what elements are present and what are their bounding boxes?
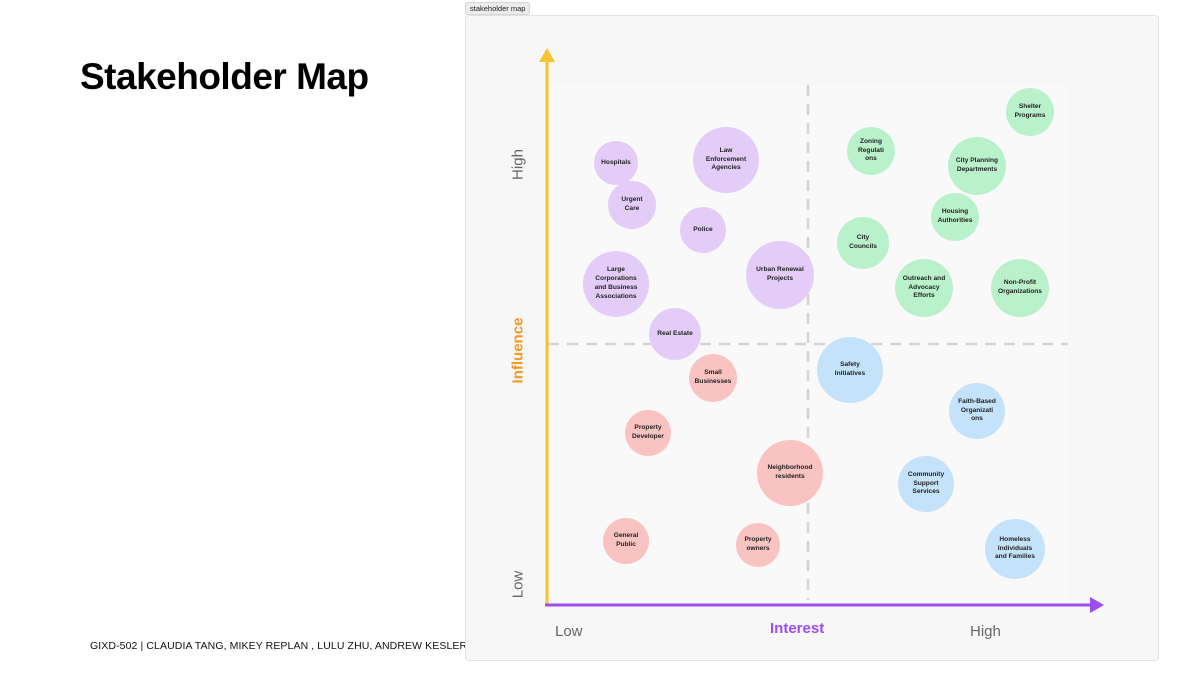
stakeholder-bubble-hospitals[interactable]: Hospitals bbox=[594, 141, 638, 185]
stakeholder-bubble-housing-authorities[interactable]: Housing Authorities bbox=[931, 193, 979, 241]
stakeholder-bubble-neighborhood-residents[interactable]: Neighborhood residents bbox=[757, 440, 823, 506]
stakeholder-bubble-large-corporations[interactable]: Large Corporations and Business Associat… bbox=[583, 251, 649, 317]
stakeholder-label: Homeless Individuals and Families bbox=[995, 535, 1035, 561]
stakeholder-bubble-property-owners[interactable]: Property owners bbox=[736, 523, 780, 567]
stakeholder-bubble-safety-initiatives[interactable]: Safety Initiatives bbox=[817, 337, 883, 403]
stakeholder-bubble-police[interactable]: Police bbox=[680, 207, 726, 253]
stakeholder-label: City Councils bbox=[849, 234, 877, 250]
stakeholder-bubble-urgent-care[interactable]: Urgent Care bbox=[608, 181, 656, 229]
stakeholder-label: Real Estate bbox=[657, 329, 693, 337]
stakeholder-bubble-property-developer[interactable]: Property Developer bbox=[625, 410, 671, 456]
stakeholder-label: Urgent Care bbox=[621, 196, 643, 212]
stakeholder-bubble-outreach-advocacy[interactable]: Outreach and Advocacy Efforts bbox=[895, 259, 953, 317]
stakeholder-label: Shelter Programs bbox=[1014, 103, 1046, 119]
stakeholder-label: Zoning Regulati ons bbox=[857, 137, 884, 163]
stakeholder-bubble-real-estate[interactable]: Real Estate bbox=[649, 308, 701, 360]
stakeholder-label: Non-Profit Organizations bbox=[998, 279, 1042, 295]
stakeholder-bubble-general-public[interactable]: General Public bbox=[603, 518, 649, 564]
stakeholder-label: Property owners bbox=[744, 536, 772, 552]
y-axis-title: Influence bbox=[509, 317, 527, 384]
stakeholder-bubble-small-businesses[interactable]: Small Businesses bbox=[689, 354, 737, 402]
stakeholder-label: Safety Initiatives bbox=[834, 361, 866, 377]
stakeholder-bubble-city-councils[interactable]: City Councils bbox=[837, 217, 889, 269]
stakeholder-label: Hospitals bbox=[601, 158, 631, 166]
stakeholder-bubble-urban-renewal[interactable]: Urban Renewal Projects bbox=[746, 241, 814, 309]
stakeholder-bubble-faith-based[interactable]: Faith-Based Organizati ons bbox=[949, 383, 1005, 439]
x-tick-high: High bbox=[970, 623, 1001, 640]
stakeholder-bubble-community-support[interactable]: Community Support Services bbox=[898, 456, 954, 512]
stakeholder-label: Property Developer bbox=[632, 424, 664, 440]
stakeholder-label: Neighborhood residents bbox=[767, 464, 813, 480]
stakeholder-label: Small Businesses bbox=[694, 369, 732, 385]
stakeholder-bubble-city-planning[interactable]: City Planning Departments bbox=[948, 137, 1006, 195]
y-tick-low: Low bbox=[509, 570, 527, 599]
stakeholder-bubble-homeless-individuals[interactable]: Homeless Individuals and Families bbox=[985, 519, 1045, 579]
stakeholder-label: Outreach and Advocacy Efforts bbox=[902, 274, 946, 300]
stakeholder-label: Urban Renewal Projects bbox=[756, 266, 804, 282]
stakeholder-bubble-zoning-regulations[interactable]: Zoning Regulati ons bbox=[847, 127, 895, 175]
y-axis-arrowhead bbox=[539, 48, 555, 62]
stakeholder-label: Police bbox=[693, 225, 713, 233]
stakeholder-label: Large Corporations and Business Associat… bbox=[594, 266, 638, 300]
stakeholder-label: Law Enforcement Agencies bbox=[705, 146, 747, 172]
stakeholder-label: Community Support Services bbox=[907, 470, 945, 496]
stakeholder-bubble-non-profit[interactable]: Non-Profit Organizations bbox=[991, 259, 1049, 317]
stakeholder-label: City Planning Departments bbox=[955, 157, 999, 173]
stakeholder-label: Housing Authorities bbox=[937, 208, 973, 224]
frame-label[interactable]: stakeholder map bbox=[465, 2, 531, 15]
stakeholder-label: Faith-Based Organizati ons bbox=[958, 397, 996, 423]
credits-footer: GIXD-502 | CLAUDIA TANG, MIKEY REPLAN , … bbox=[90, 640, 468, 652]
stakeholder-bubble-law-enforcement[interactable]: Law Enforcement Agencies bbox=[693, 127, 759, 193]
x-axis-arrowhead bbox=[1090, 597, 1104, 613]
x-axis-title: Interest bbox=[770, 620, 825, 637]
page-title: Stakeholder Map bbox=[80, 56, 369, 97]
y-tick-high: High bbox=[509, 149, 527, 180]
stakeholder-label: General Public bbox=[613, 532, 639, 548]
stakeholder-bubble-shelter-programs[interactable]: Shelter Programs bbox=[1006, 88, 1054, 136]
x-tick-low: Low bbox=[555, 623, 583, 640]
